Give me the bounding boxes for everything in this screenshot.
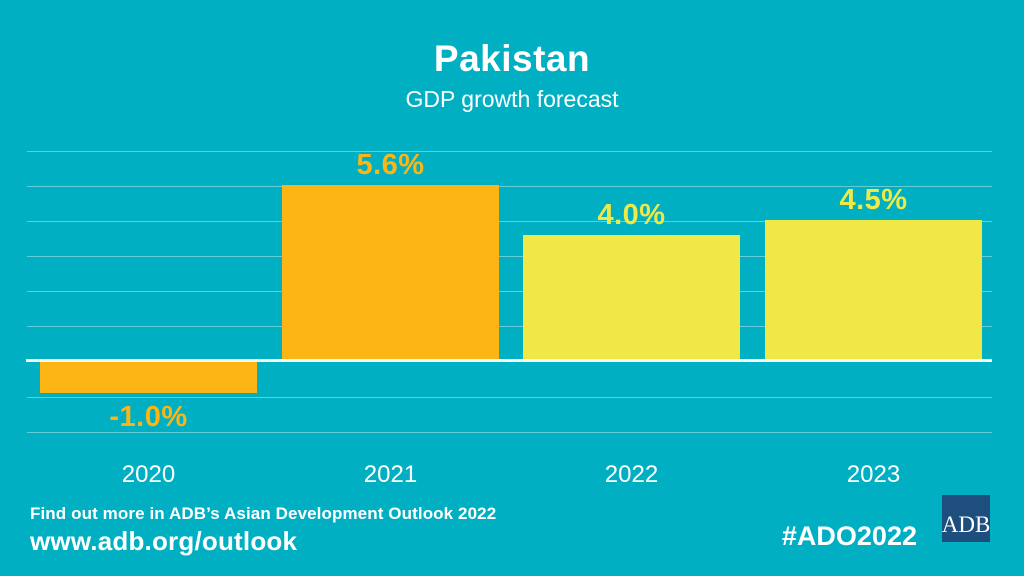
footer-url: www.adb.org/outlook (30, 526, 298, 556)
gridline-6 (27, 397, 992, 398)
hashtag-ado2022: #ADO2022 (781, 521, 917, 551)
gridline-3 (27, 256, 992, 257)
bar-2021 (282, 185, 499, 359)
gridline-1 (27, 186, 992, 187)
value-label-2023: 4.5% (839, 184, 908, 216)
adb-logo-text: ADB (941, 512, 991, 537)
chart-title: Pakistan (433, 38, 591, 79)
bar-2022 (523, 235, 740, 359)
bar-2020 (40, 362, 257, 393)
gridline-4 (27, 291, 992, 292)
gridline-2 (27, 221, 992, 222)
gridline-0 (27, 151, 992, 152)
x-axis-label-2021: 2021 (363, 461, 418, 488)
value-label-2021: 5.6% (356, 149, 425, 181)
adb-logo: ADB (942, 495, 990, 542)
x-axis-label-2023: 2023 (846, 461, 901, 488)
value-label-2022: 4.0% (597, 199, 666, 231)
chart-subtitle: GDP growth forecast (405, 86, 619, 112)
footer-note: Find out more in ADB’s Asian Development… (30, 504, 497, 523)
value-label-2020: -1.0% (109, 401, 188, 433)
zero-baseline (26, 359, 992, 362)
x-axis-label-2020: 2020 (121, 461, 176, 488)
bar-2023 (765, 220, 982, 359)
x-axis-label-2022: 2022 (604, 461, 659, 488)
gridline-7 (27, 432, 992, 433)
gridline-5 (27, 326, 992, 327)
